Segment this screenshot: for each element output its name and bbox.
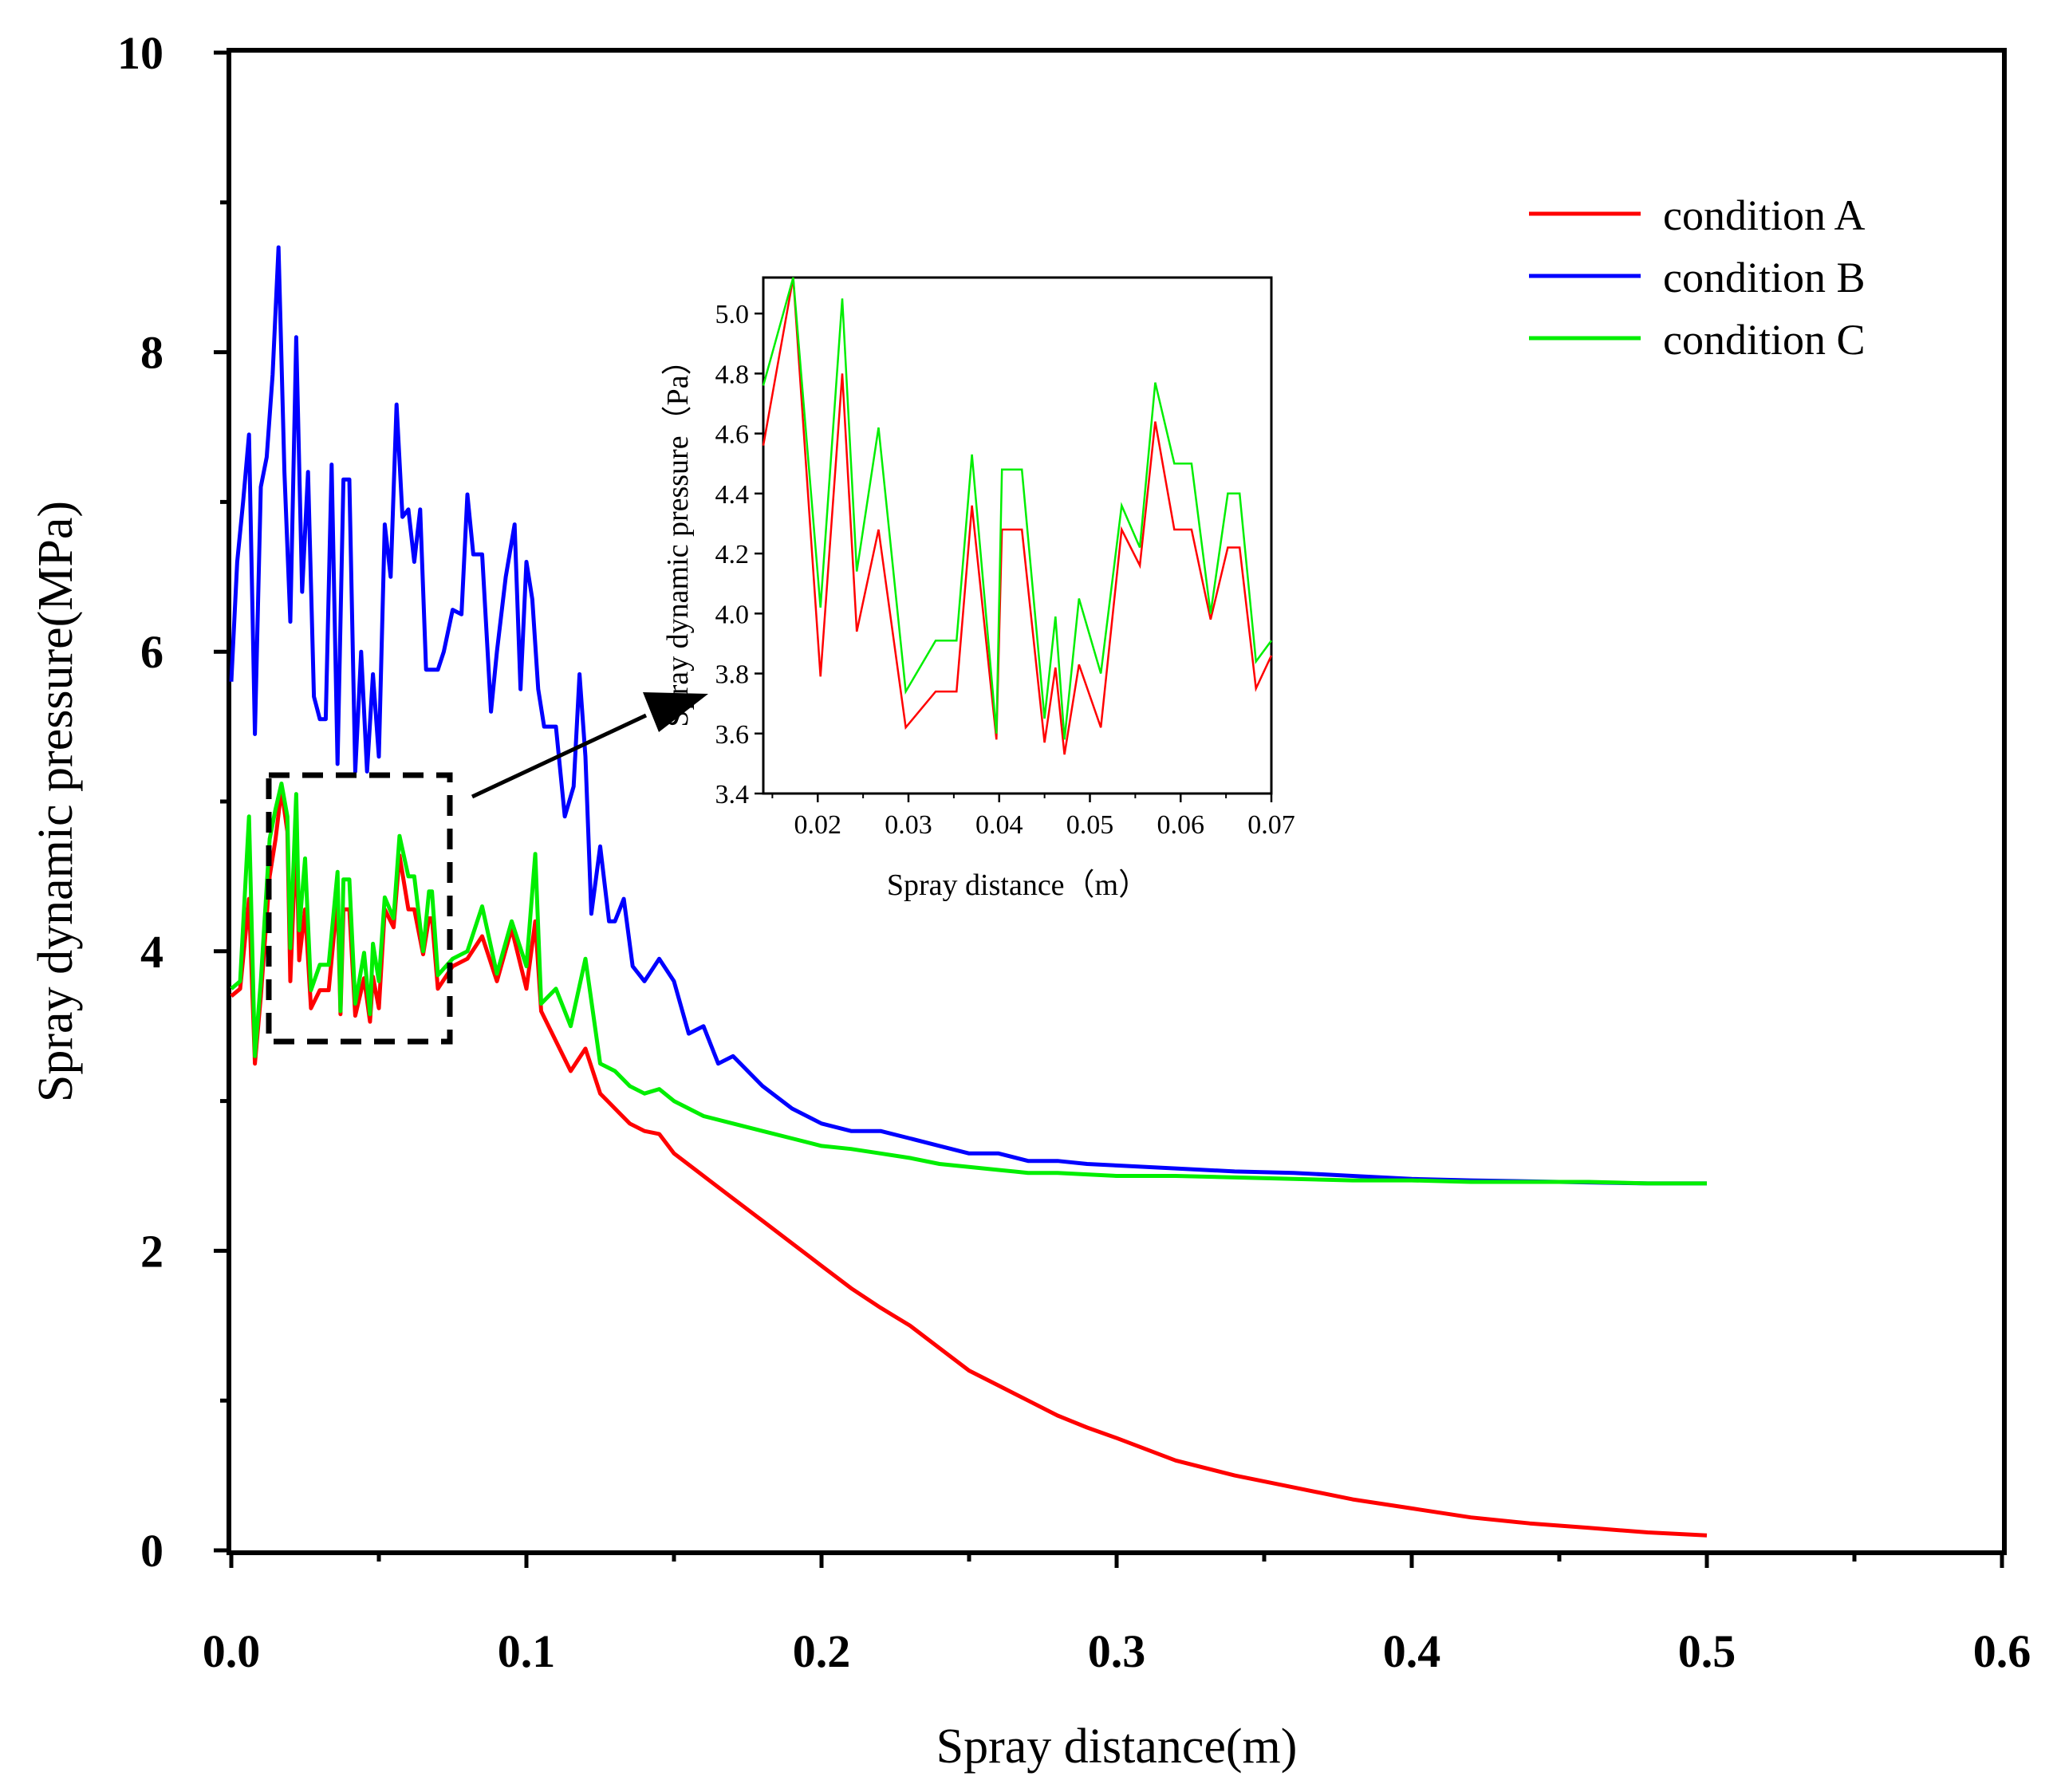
- inset-series-line-condition-c: [762, 277, 1273, 740]
- inset-chart: 0.02 0.03 0.04 0.05 0.06 0.07 3.4 3.6 3.8 4.0 4.2 4…: [661, 276, 1295, 902]
- inset-y-tick-label: 4.0: [715, 600, 750, 629]
- legend-label-condition-c: condition C: [1663, 316, 1866, 364]
- x-tick-label: 0.5: [1678, 1625, 1736, 1677]
- inset-y-tick-label: 4.6: [715, 420, 750, 450]
- series-line-condition-b: [229, 245, 1707, 1186]
- inset-x-axis-title: Spray distance（m）: [887, 868, 1149, 902]
- inset-x-tick-label: 0.07: [1247, 810, 1295, 840]
- inset-y-tick-label: 4.4: [715, 480, 750, 510]
- inset-y-tick-label: 3.8: [715, 660, 750, 690]
- y-axis-title: Spray dynamic pressure(MPa): [29, 501, 83, 1102]
- inset-x-tick-label: 0.03: [885, 810, 932, 840]
- zoom-arrow-head: [643, 692, 708, 732]
- zoom-arrow-line: [471, 713, 648, 799]
- main-series-group: [229, 245, 1708, 1538]
- inset-x-tick-label: 0.02: [794, 810, 842, 840]
- inset-y-tick-label: 4.8: [715, 360, 750, 389]
- y-tick-label: 2: [140, 1225, 164, 1277]
- inset-plot-frame: [762, 276, 1273, 795]
- inset-y-axis-title: Spray dynamic pressure（Pa）: [661, 345, 695, 727]
- x-tick-label: 0.4: [1383, 1625, 1441, 1677]
- x-tick-label: 0.1: [498, 1625, 556, 1677]
- zoom-selection-box: [266, 772, 453, 1045]
- legend: condition A condition B condition C: [1529, 191, 1866, 364]
- inset-series-group: [762, 277, 1273, 755]
- y-tick-label: 0: [140, 1525, 164, 1577]
- legend-label-condition-b: condition B: [1663, 254, 1866, 301]
- inset-axis-ticks: 0.02 0.03 0.04 0.05 0.06 0.07 3.4 3.6 3.8 4.0 4.2 4…: [715, 300, 1295, 840]
- inset-x-tick-label: 0.04: [975, 810, 1023, 840]
- main-axis-ticks: 0.0 0.1 0.2 0.3 0.4 0.5 0.6 0 2 4 6 8 10: [117, 27, 2031, 1677]
- y-tick-label: 10: [117, 27, 164, 79]
- y-tick-label: 4: [140, 926, 164, 978]
- x-tick-label: 0.0: [203, 1625, 261, 1677]
- x-tick-label: 0.2: [793, 1625, 851, 1677]
- x-axis-title: Spray distance(m): [936, 1719, 1298, 1774]
- inset-y-tick-label: 3.6: [715, 720, 750, 750]
- y-tick-label: 8: [140, 327, 164, 379]
- x-tick-label: 0.6: [1973, 1625, 2031, 1677]
- inset-y-tick-label: 4.2: [715, 540, 750, 569]
- inset-series-line-condition-a: [762, 277, 1273, 755]
- x-tick-label: 0.3: [1088, 1625, 1146, 1677]
- inset-y-tick-label: 3.4: [715, 780, 750, 809]
- inset-y-tick-label: 5.0: [715, 300, 750, 329]
- legend-label-condition-a: condition A: [1663, 191, 1866, 239]
- y-tick-label: 6: [140, 626, 164, 678]
- series-line-condition-c: [230, 782, 1707, 1186]
- inset-x-tick-label: 0.05: [1066, 810, 1114, 840]
- inset-x-tick-label: 0.06: [1157, 810, 1205, 840]
